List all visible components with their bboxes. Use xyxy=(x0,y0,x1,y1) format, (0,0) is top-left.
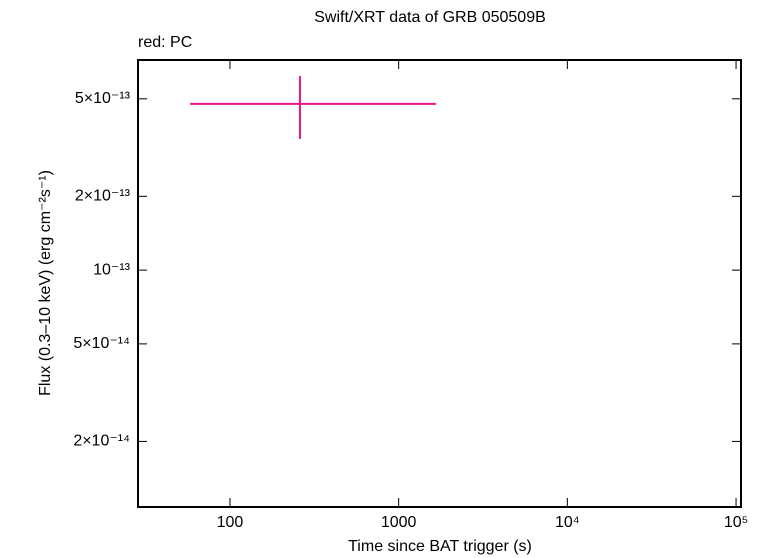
y-tick-label: 10⁻¹³ xyxy=(93,261,131,278)
y-tick-label: 2×10⁻¹⁴ xyxy=(73,433,130,450)
x-tick-label: 100 xyxy=(217,514,244,531)
y-tick-label: 5×10⁻¹⁴ xyxy=(73,335,130,352)
x-tick-label: 10⁴ xyxy=(555,514,580,531)
plot-frame xyxy=(137,59,742,508)
y-axis-label: Flux (0.3–10 keV) (erg cm⁻²s⁻¹) xyxy=(37,170,54,396)
x-axis-label: Time since BAT trigger (s) xyxy=(348,538,532,555)
y-tick-label: 5×10⁻¹³ xyxy=(75,90,131,107)
y-tick-label: 2×10⁻¹³ xyxy=(75,188,131,205)
x-tick-label: 10⁵ xyxy=(724,514,748,531)
chart-title: Swift/XRT data of GRB 050509B xyxy=(314,9,546,26)
chart-subtitle: red: PC xyxy=(138,34,192,51)
x-tick-label: 1000 xyxy=(381,514,417,531)
